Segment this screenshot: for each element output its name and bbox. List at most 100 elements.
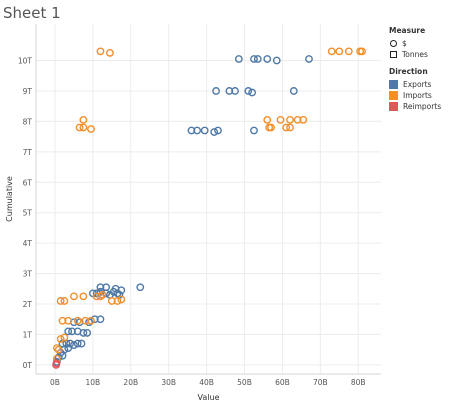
data-point[interactable]	[96, 283, 105, 292]
x-tick-label: 60B	[275, 378, 290, 387]
data-point[interactable]	[263, 115, 272, 124]
data-point[interactable]	[52, 344, 61, 353]
y-tick-label: 0T	[23, 361, 33, 370]
data-point[interactable]	[289, 87, 298, 95]
data-point[interactable]	[117, 295, 126, 304]
data-point[interactable]	[193, 126, 202, 135]
data-point[interactable]	[282, 123, 291, 132]
data-point[interactable]	[267, 123, 275, 132]
data-point[interactable]	[102, 289, 111, 298]
x-tick-label: 0B	[50, 378, 60, 387]
data-point[interactable]	[73, 316, 82, 325]
exports-swatch	[389, 80, 398, 89]
data-point[interactable]	[106, 49, 114, 57]
legend-item-reimports[interactable]: Reimports	[389, 101, 473, 112]
data-point[interactable]	[248, 88, 256, 97]
data-point[interactable]	[358, 47, 366, 56]
data-point[interactable]	[54, 345, 63, 354]
data-point[interactable]	[52, 359, 61, 368]
y-tick-label: 2T	[23, 300, 33, 309]
data-point[interactable]	[96, 47, 105, 56]
data-point[interactable]	[234, 55, 243, 63]
imports-swatch	[389, 91, 398, 100]
data-point[interactable]	[187, 126, 196, 135]
data-point[interactable]	[75, 123, 84, 132]
data-point[interactable]	[70, 292, 78, 301]
legend-item-tonnes[interactable]: Tonnes	[389, 49, 473, 60]
x-tick-label: 70B	[313, 378, 328, 387]
data-point[interactable]	[253, 55, 262, 63]
data-point[interactable]	[272, 56, 281, 65]
y-axis-title: Cumulative	[5, 176, 14, 222]
data-point[interactable]	[113, 297, 122, 305]
data-point[interactable]	[200, 126, 209, 135]
data-point[interactable]	[214, 126, 222, 135]
x-tick-label: 80B	[351, 378, 366, 387]
data-point[interactable]	[250, 126, 258, 135]
data-point[interactable]	[335, 47, 344, 56]
legend-label: $	[402, 39, 407, 48]
data-point[interactable]	[64, 316, 73, 325]
sheet-title: Sheet 1	[3, 4, 61, 22]
data-point[interactable]	[90, 315, 99, 324]
data-point[interactable]	[56, 335, 65, 343]
data-point[interactable]	[299, 115, 308, 124]
data-point[interactable]	[81, 316, 90, 325]
data-point[interactable]	[293, 115, 302, 124]
data-point[interactable]	[66, 339, 75, 348]
data-point[interactable]	[87, 316, 95, 325]
data-point[interactable]	[56, 297, 65, 305]
data-point[interactable]	[79, 292, 88, 301]
y-tick-label: 4T	[23, 239, 33, 248]
data-point[interactable]	[58, 351, 67, 360]
data-point[interactable]	[250, 55, 258, 63]
data-point[interactable]	[109, 287, 118, 296]
data-point[interactable]	[136, 283, 145, 292]
data-point[interactable]	[85, 318, 93, 327]
data-point[interactable]	[96, 315, 105, 324]
data-point[interactable]	[210, 128, 219, 136]
legend-label: Imports	[403, 91, 432, 100]
legend-item-dollar[interactable]: $	[389, 38, 473, 49]
data-point[interactable]	[98, 290, 107, 299]
data-point[interactable]	[79, 123, 88, 132]
y-tick-label: 5T	[23, 209, 33, 218]
data-point[interactable]	[327, 47, 336, 56]
data-point[interactable]	[79, 329, 88, 337]
data-point[interactable]	[286, 123, 294, 132]
legend-item-imports[interactable]: Imports	[389, 90, 473, 101]
data-point[interactable]	[64, 327, 73, 336]
data-point[interactable]	[344, 47, 353, 56]
data-point[interactable]	[225, 87, 234, 95]
data-point[interactable]	[64, 344, 73, 353]
circle-icon	[390, 40, 397, 47]
data-point[interactable]	[107, 297, 116, 305]
data-point[interactable]	[231, 87, 239, 95]
legend-label: Reimports	[403, 102, 442, 111]
data-point[interactable]	[73, 339, 82, 348]
data-point[interactable]	[70, 341, 78, 349]
data-point[interactable]	[276, 115, 285, 124]
data-point[interactable]	[60, 297, 69, 305]
legend-item-exports[interactable]: Exports	[389, 79, 473, 90]
data-point[interactable]	[286, 115, 294, 124]
data-point[interactable]	[58, 316, 67, 325]
data-point[interactable]	[305, 55, 313, 63]
reimports-swatch	[389, 102, 398, 111]
data-point[interactable]	[60, 333, 69, 342]
data-point[interactable]	[244, 87, 253, 95]
data-point[interactable]	[212, 87, 220, 95]
data-point[interactable]	[79, 115, 88, 124]
data-point[interactable]	[77, 339, 86, 348]
data-point[interactable]	[87, 125, 95, 133]
data-point[interactable]	[96, 292, 105, 301]
legend-label: Tonnes	[402, 50, 428, 59]
square-icon	[390, 51, 397, 58]
data-point[interactable]	[263, 55, 272, 63]
data-point[interactable]	[113, 289, 122, 298]
x-tick-label: 50B	[237, 378, 252, 387]
data-point[interactable]	[68, 327, 76, 336]
legend-measure-title: Measure	[389, 26, 426, 35]
data-point[interactable]	[83, 329, 92, 337]
